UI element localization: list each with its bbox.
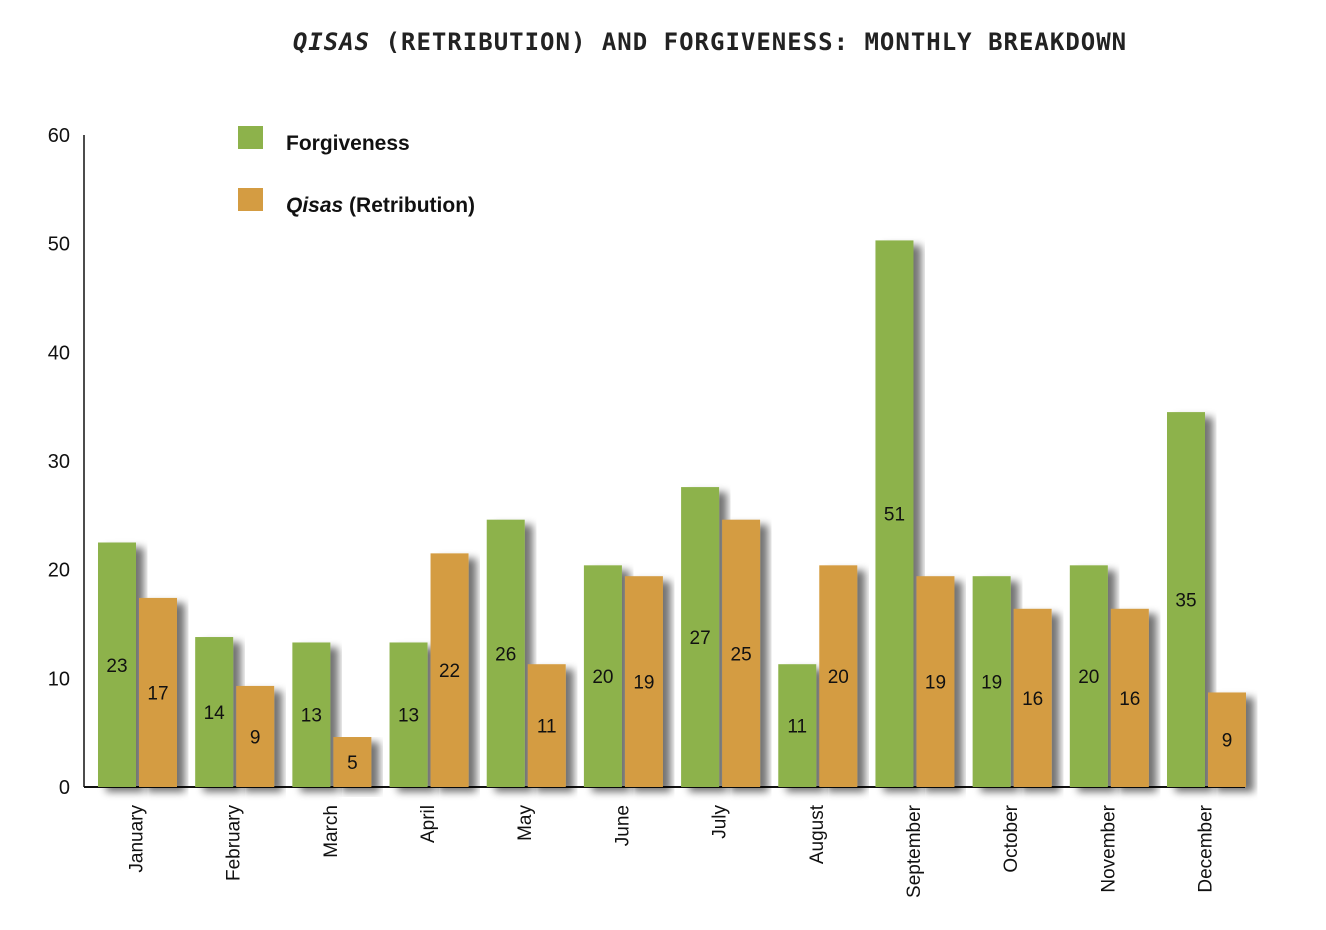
month-label: May — [515, 805, 536, 841]
bar-forgiveness — [583, 565, 622, 787]
bar-qisas — [916, 576, 955, 787]
month-label: November — [1098, 804, 1119, 892]
data-label-forgiveness: 27 — [690, 628, 711, 649]
legend-label-qisas-italic: Qisas — [286, 194, 343, 217]
axes: 0 10 20 30 40 50 60 January February March April Ma… — [48, 125, 1245, 898]
bar-forgiveness — [292, 642, 331, 787]
data-label-qisas: 9 — [1222, 731, 1233, 752]
y-tick-label: 60 — [48, 125, 70, 147]
month-label: August — [807, 804, 828, 864]
bar-qisas — [430, 553, 469, 787]
bar-forgiveness — [972, 576, 1011, 787]
bar-qisas — [819, 565, 858, 787]
bar-qisas — [527, 664, 566, 787]
y-tick-label: 50 — [48, 234, 70, 256]
month-label: September — [904, 804, 925, 898]
bar-forgiveness — [778, 664, 817, 787]
bars-group — [98, 240, 1246, 787]
data-label-qisas: 11 — [537, 717, 557, 738]
data-label-forgiveness: 19 — [981, 673, 1002, 694]
month-label: April — [418, 805, 439, 843]
month-label: December — [1196, 804, 1217, 892]
bar-forgiveness — [486, 519, 525, 787]
data-label-qisas: 16 — [1022, 689, 1043, 710]
legend-label-qisas: Qisas (Retribution) — [286, 194, 475, 217]
data-label-forgiveness: 20 — [1078, 667, 1099, 688]
data-label-qisas: 9 — [250, 727, 261, 748]
data-label-forgiveness: 14 — [204, 703, 226, 724]
bar-forgiveness — [875, 240, 914, 787]
bar-forgiveness — [1069, 565, 1108, 787]
bar-forgiveness — [1167, 412, 1205, 787]
data-label-forgiveness: 13 — [398, 706, 419, 727]
data-label-forgiveness: 35 — [1175, 591, 1196, 612]
data-label-qisas: 20 — [828, 667, 849, 688]
bar-qisas — [139, 597, 177, 787]
data-label-qisas: 5 — [347, 753, 358, 774]
y-tick-label: 0 — [59, 777, 70, 799]
legend: Forgiveness Qisas (Retribution) — [238, 126, 475, 217]
bar-forgiveness — [98, 542, 136, 787]
data-label-forgiveness: 26 — [495, 644, 516, 665]
legend-label-qisas-rest: (Retribution) — [343, 194, 475, 217]
data-label-forgiveness: 23 — [106, 656, 127, 677]
y-tick-label: 20 — [48, 560, 70, 582]
data-label-forgiveness: 20 — [592, 667, 613, 688]
bar-forgiveness — [195, 637, 234, 787]
data-label-forgiveness: 51 — [884, 505, 905, 526]
y-tick-label: 10 — [48, 668, 70, 690]
chart-title-italic: QISAS — [292, 28, 371, 56]
month-label: July — [710, 805, 731, 839]
data-label-forgiveness: 13 — [301, 706, 322, 727]
month-label: March — [321, 805, 342, 858]
month-label: January — [127, 805, 148, 873]
month-label: February — [224, 805, 245, 882]
month-label: June — [612, 805, 633, 846]
legend-swatch-qisas — [238, 188, 263, 211]
chart-title-rest: (RETRIBUTION) AND FORGIVENESS: MONTHLY B… — [370, 28, 1128, 56]
bar-qisas — [722, 519, 761, 787]
chart-title: QISAS (RETRIBUTION) AND FORGIVENESS: MON… — [0, 28, 1326, 56]
y-tick-label: 40 — [48, 342, 70, 364]
legend-label-forgiveness: Forgiveness — [286, 132, 410, 155]
data-label-qisas: 19 — [925, 673, 946, 694]
bar-qisas — [624, 576, 663, 787]
bar-qisas — [1208, 692, 1246, 787]
legend-swatch-forgiveness — [238, 126, 263, 149]
bar-forgiveness — [681, 487, 720, 787]
data-label-qisas: 25 — [731, 644, 752, 665]
month-label: October — [1001, 804, 1022, 872]
bar-qisas — [333, 737, 372, 787]
data-label-forgiveness: 11 — [787, 717, 807, 738]
y-tick-label: 30 — [48, 451, 70, 473]
data-labels-group: 23 17 14 9 13 5 13 22 26 11 20 19 27 25 11 20 51 19 19 16 20… — [106, 505, 1232, 774]
bar-forgiveness — [389, 642, 428, 787]
bar-qisas — [1013, 608, 1052, 787]
data-label-qisas: 19 — [633, 673, 654, 694]
data-label-qisas: 16 — [1119, 689, 1140, 710]
data-label-qisas: 22 — [439, 661, 460, 682]
data-label-qisas: 17 — [147, 683, 168, 704]
bar-qisas — [236, 685, 275, 787]
bar-qisas — [1110, 608, 1149, 787]
